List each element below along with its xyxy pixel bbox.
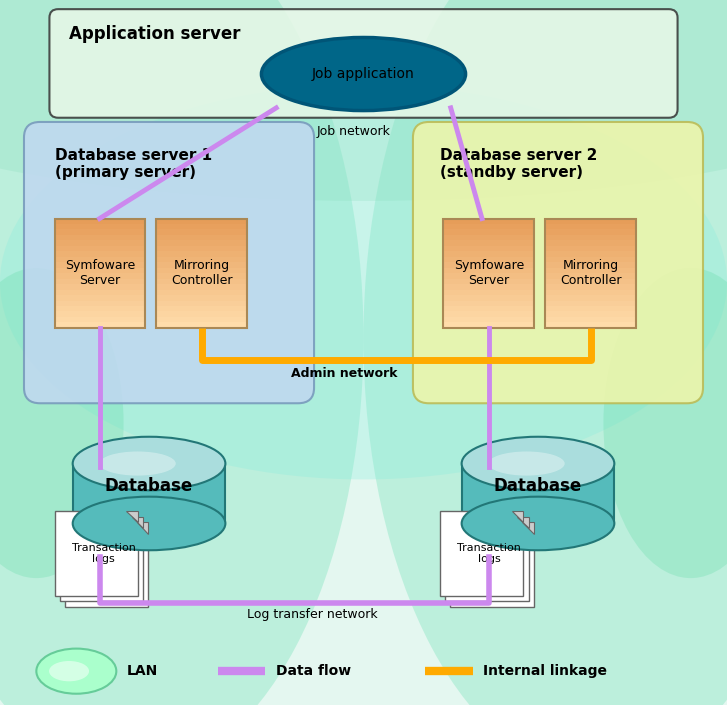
Bar [156,300,247,306]
Bar [156,240,247,246]
Bar [55,230,145,235]
Bar [55,273,145,278]
Polygon shape [132,517,143,528]
Polygon shape [137,522,148,534]
Ellipse shape [603,268,727,578]
Ellipse shape [364,0,727,705]
Ellipse shape [0,85,727,479]
Ellipse shape [489,451,565,476]
Bar [55,295,145,300]
Text: Mirroring
Controller: Mirroring Controller [171,259,233,287]
Bar [156,284,247,290]
Bar [545,278,636,284]
Bar [156,273,247,278]
Bar [55,300,145,306]
FancyBboxPatch shape [60,517,143,601]
Text: Job application: Job application [312,67,415,81]
Bar [443,251,534,257]
Bar [545,312,636,317]
Bar [55,240,145,246]
Text: Transaction
logs: Transaction logs [72,543,135,564]
Bar [443,257,534,262]
Bar [156,224,247,229]
Text: Data flow: Data flow [276,664,351,678]
Polygon shape [512,511,523,522]
Text: Mirroring
Controller: Mirroring Controller [560,259,622,287]
Ellipse shape [73,496,225,550]
Text: Database server 2
(standby server): Database server 2 (standby server) [440,148,597,180]
Bar [73,464,225,523]
FancyBboxPatch shape [450,522,534,607]
FancyBboxPatch shape [413,122,703,403]
Bar [156,295,247,300]
Bar [443,300,534,306]
Bar [443,246,534,251]
Bar [545,262,636,268]
Bar [545,240,636,246]
Bar [443,290,534,295]
Bar [156,246,247,251]
Bar [443,273,534,278]
Bar [156,306,247,312]
Bar [545,317,636,322]
Text: Job network: Job network [316,125,390,138]
Text: Database server 1
(primary server): Database server 1 (primary server) [55,148,212,180]
Bar [443,278,534,284]
Bar [545,295,636,300]
Bar [55,262,145,268]
Ellipse shape [36,649,116,694]
Polygon shape [517,517,529,528]
Bar [156,278,247,284]
Bar [55,219,145,224]
Bar [545,306,636,312]
Bar [443,322,534,328]
Bar [55,306,145,312]
Bar [545,251,636,257]
Bar [156,251,247,257]
Bar [545,230,636,235]
Bar [156,268,247,273]
Bar [545,246,636,251]
FancyBboxPatch shape [55,511,138,596]
Ellipse shape [73,436,225,491]
Text: Symfoware
Server: Symfoware Server [65,259,135,287]
Text: Log transfer network: Log transfer network [247,608,378,621]
Bar [443,295,534,300]
Bar [443,219,534,224]
Bar [545,268,636,273]
Bar [55,312,145,317]
FancyBboxPatch shape [49,9,678,118]
Bar [156,312,247,317]
Text: LAN: LAN [127,664,158,678]
Bar [545,284,636,290]
Bar [545,224,636,229]
Bar [545,219,636,224]
Ellipse shape [462,496,614,550]
Bar [443,230,534,235]
Ellipse shape [269,40,458,108]
Text: Transaction
logs: Transaction logs [457,543,521,564]
Bar [443,317,534,322]
Bar [156,235,247,240]
Ellipse shape [269,40,458,108]
Bar [545,322,636,328]
Bar [156,257,247,262]
Bar [443,268,534,273]
Text: Internal linkage: Internal linkage [483,664,608,678]
Bar [55,268,145,273]
Ellipse shape [0,0,727,201]
Bar [443,240,534,246]
Bar [545,257,636,262]
Bar [55,278,145,284]
Bar [156,219,247,224]
FancyBboxPatch shape [65,522,148,607]
Bar [443,306,534,312]
Polygon shape [126,511,138,522]
Bar [443,312,534,317]
Ellipse shape [0,0,364,705]
Bar [55,246,145,251]
Bar [545,273,636,278]
Text: Database: Database [105,477,193,496]
Bar [443,262,534,268]
